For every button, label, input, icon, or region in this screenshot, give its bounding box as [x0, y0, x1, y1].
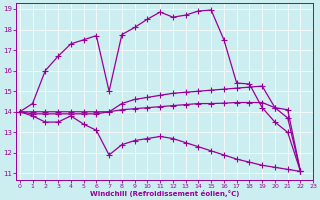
X-axis label: Windchill (Refroidissement éolien,°C): Windchill (Refroidissement éolien,°C)	[90, 190, 239, 197]
